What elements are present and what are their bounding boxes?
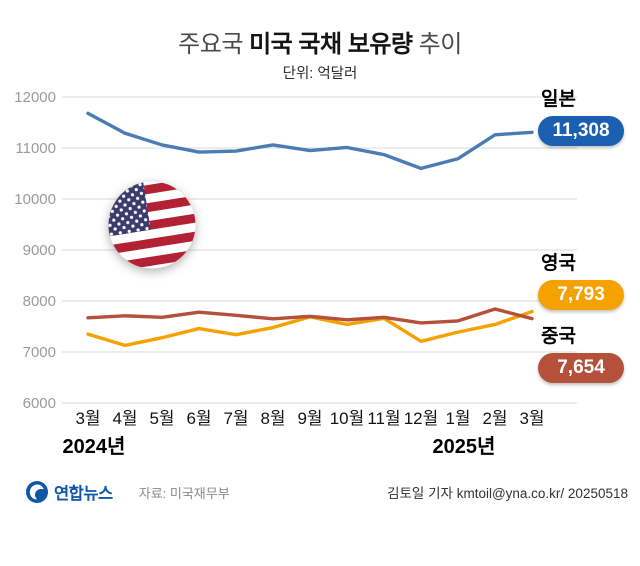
series-label-uk: 영국 [541,253,576,274]
legend-item-uk: 영국 7,793 [538,248,638,310]
yonhap-logo: 연합뉴스 [26,480,113,504]
x-axis-year-label: 2024년 [63,435,126,458]
x-axis-month-label: 3월 [519,409,544,428]
x-axis-month-label: 10월 [330,409,365,428]
y-axis-tick-label: 7000 [23,344,56,361]
us-flag-icon [108,181,196,269]
title-prefix: 주요국 [178,31,250,58]
unit-label: 단위: 억달러 [282,66,358,82]
y-axis-tick-label: 8000 [23,293,56,310]
source-label: 자료: 미국재무부 [138,485,230,501]
title-suffix: 추이 [412,31,463,58]
series-line-중국 [86,307,534,325]
credit-label: 김토일 기자 kmtoil@yna.co.kr/ 20250518 [387,486,628,501]
x-axis-month-label: 6월 [186,409,211,428]
x-axis-month-label: 12월 [404,409,439,428]
y-axis-tick-label: 10000 [14,191,56,208]
legend-item-china: 중국 7,654 [538,321,638,383]
y-axis-tick-label: 12000 [14,89,56,106]
legend-item-japan: 일본 11,308 [538,84,638,146]
page-title: 주요국 미국 국채 보유량 추이 [0,24,640,59]
x-axis-month-label: 4월 [112,409,137,428]
y-axis-tick-label: 9000 [23,242,56,259]
value-badge-china: 7,654 [538,353,624,383]
x-axis-month-label: 8월 [260,409,285,428]
x-axis-month-label: 9월 [297,409,322,428]
series-label-japan: 일본 [541,89,576,110]
yonhap-logo-icon [26,481,48,503]
x-axis-month-label: 5월 [149,409,174,428]
x-axis-year-label: 2025년 [433,435,496,458]
value-badge-uk: 7,793 [538,280,624,310]
value-badge-japan: 11,308 [538,116,624,146]
x-axis-month-label: 11월 [367,409,400,428]
x-axis-month-label: 2월 [482,409,507,428]
y-axis-tick-label: 11000 [15,140,56,157]
footer: 연합뉴스 자료: 미국재무부 김토일 기자 kmtoil@yna.co.kr/ … [26,480,628,504]
yonhap-logo-text: 연합뉴스 [54,485,113,503]
series-line-일본 [86,111,534,171]
y-axis-tick-label: 6000 [23,395,56,412]
title-bold: 미국 국채 보유량 [249,31,413,58]
series-label-china: 중국 [541,326,576,347]
x-axis-month-label: 7월 [223,409,248,428]
x-axis-month-label: 1월 [445,409,470,428]
x-axis-month-label: 3월 [75,409,100,428]
